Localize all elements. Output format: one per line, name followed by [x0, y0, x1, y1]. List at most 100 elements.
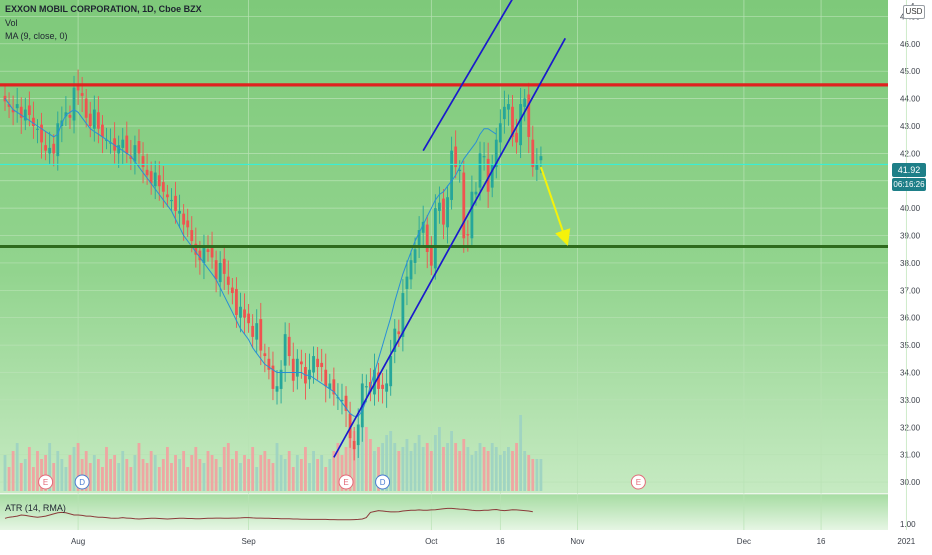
ma-legend[interactable]: MA (9, close, 0): [5, 31, 68, 41]
volume-bar: [153, 455, 157, 491]
candle-body: [19, 106, 23, 118]
candle-body: [222, 258, 226, 274]
volume-bar: [36, 451, 39, 491]
volume-bar: [438, 427, 441, 491]
volume-bar: [194, 447, 198, 491]
y-tick-label: 44.00: [900, 95, 921, 104]
candle-body: [243, 309, 246, 318]
candle-body: [450, 150, 453, 200]
candle-body: [84, 98, 88, 118]
volume-bar: [214, 459, 218, 491]
channel-lower-line[interactable]: [333, 37, 567, 458]
volume-bar: [413, 443, 417, 491]
y-tick-label: 36.00: [900, 314, 921, 323]
candle-body: [121, 139, 125, 148]
volume-bar: [76, 443, 80, 491]
candle-body: [206, 249, 210, 252]
earnings-marker[interactable]: [338, 474, 354, 490]
projection-arrow[interactable]: [539, 166, 571, 246]
dividend-marker[interactable]: [375, 474, 391, 490]
candle-body: [458, 169, 462, 172]
candle-body: [178, 210, 181, 214]
earnings-marker[interactable]: [38, 474, 54, 490]
y-tick-label: 32.00: [900, 423, 921, 432]
atr-legend[interactable]: ATR (14, RMA): [5, 503, 66, 513]
candle-body: [332, 379, 336, 395]
candle-body: [267, 358, 271, 370]
volume-bar: [295, 455, 299, 491]
candle-body: [348, 413, 352, 439]
earnings-marker[interactable]: [630, 474, 646, 490]
volume-bar: [498, 455, 502, 491]
volume-bar: [316, 459, 320, 491]
x-tick-label: Aug: [71, 537, 85, 546]
volume-bar: [52, 463, 56, 491]
volume-bar: [121, 451, 125, 491]
volume-bar: [502, 451, 506, 491]
volume-bar: [389, 431, 393, 491]
y-tick-label: 35.00: [900, 341, 921, 350]
atr-line[interactable]: [4, 507, 533, 521]
candle-body: [385, 383, 389, 392]
candle-body: [218, 262, 222, 283]
volume-bar: [377, 447, 380, 491]
volume-bar: [235, 451, 238, 491]
volume-bar: [72, 447, 76, 491]
volume-bar: [174, 455, 177, 491]
channel-upper-line[interactable]: [422, 0, 533, 152]
dividend-marker[interactable]: [74, 474, 90, 490]
candle-body: [515, 132, 518, 143]
candle-body: [226, 276, 230, 285]
volume-bar: [109, 459, 112, 491]
volume-bar: [210, 455, 214, 491]
volume-bar: [421, 447, 425, 491]
volume-bar: [105, 447, 108, 491]
volume-bar: [381, 443, 384, 491]
candle-body: [340, 399, 344, 402]
candle-body: [251, 325, 255, 337]
volume-bar: [308, 463, 311, 491]
volume-bar: [291, 467, 295, 491]
volume-bar: [141, 459, 145, 491]
candle-body: [373, 369, 376, 395]
candle-body: [56, 123, 60, 157]
candle-body: [474, 191, 478, 195]
x-tick-label: 2021: [897, 537, 915, 546]
event-marker-label: E: [343, 478, 348, 487]
volume-bar: [470, 455, 474, 491]
candle-body: [88, 113, 92, 126]
chart-title[interactable]: EXXON MOBIL CORPORATION, 1D, Cboe BZX: [5, 4, 202, 14]
volume-bar: [324, 467, 328, 491]
y-tick-label: 43.00: [900, 122, 921, 131]
volume-bar: [19, 463, 23, 491]
candle-body: [478, 153, 482, 188]
volume-legend[interactable]: Vol: [5, 18, 18, 28]
candle-body: [64, 112, 68, 117]
currency-button[interactable]: USD: [903, 5, 925, 19]
event-marker-label: D: [79, 478, 85, 487]
volume-bar: [312, 451, 315, 491]
y-tick-label: 33.00: [900, 396, 921, 405]
candle-body: [397, 331, 401, 335]
volume-bar: [287, 451, 291, 491]
volume-bar: [3, 455, 7, 491]
volume-bar: [279, 455, 283, 491]
ma-line[interactable]: [4, 98, 497, 417]
candle-body: [275, 386, 279, 392]
volume-bar: [251, 447, 255, 491]
volume-bar: [263, 451, 267, 491]
candle-body: [470, 191, 474, 239]
volume-bar: [442, 447, 445, 491]
candle-body: [377, 372, 380, 389]
volume-bar: [182, 451, 186, 491]
volume-bar: [348, 435, 352, 491]
candle-body: [312, 356, 315, 373]
volume-bar: [507, 447, 510, 491]
candle-body: [389, 356, 393, 387]
volume-bar: [478, 443, 482, 491]
candle-body: [316, 358, 320, 368]
candle-body: [125, 135, 129, 154]
candle-body: [230, 287, 234, 294]
